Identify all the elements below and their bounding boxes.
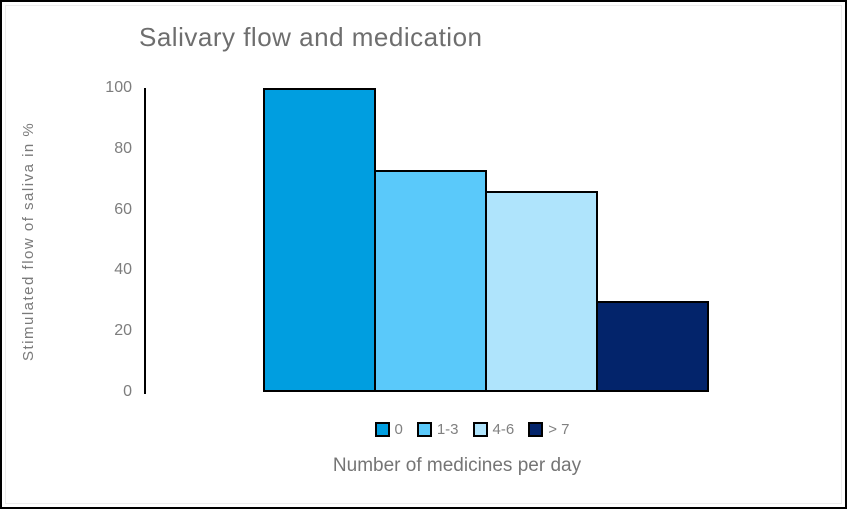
y-tick-label: 80 — [114, 139, 132, 157]
legend-label: 0 — [394, 420, 403, 438]
legend-swatch-icon — [374, 421, 390, 437]
bar-46 — [485, 191, 598, 392]
y-tick-label: 100 — [105, 79, 132, 96]
legend-item: 1-3 — [416, 420, 459, 438]
y-axis-line — [144, 88, 146, 394]
legend-swatch-icon — [472, 421, 488, 437]
legend-item: > 7 — [528, 420, 570, 438]
legend: 0 1-3 4-6 > 7 — [242, 419, 702, 439]
legend-label: 1-3 — [436, 420, 459, 438]
y-tick-label: 40 — [114, 261, 132, 279]
legend-swatch-icon — [416, 421, 432, 437]
bar-0 — [263, 88, 376, 392]
y-tick-label: 60 — [114, 200, 132, 218]
legend-item: 0 — [374, 420, 403, 438]
bar-13 — [374, 170, 487, 392]
x-axis-title: Number of medicines per day — [332, 455, 582, 476]
y-tick-label: 20 — [114, 322, 132, 340]
y-tick-label: 0 — [123, 383, 132, 400]
y-axis-title: Stimulated flow of saliva in % — [20, 121, 37, 361]
legend-label: > 7 — [548, 420, 570, 438]
bar-7 — [596, 301, 709, 392]
legend-swatch-icon — [528, 421, 544, 437]
legend-label: 4-6 — [492, 420, 515, 438]
chart-title: Salivary flow and medication — [139, 22, 483, 52]
legend-item: 4-6 — [472, 420, 515, 438]
plot-area — [263, 88, 709, 392]
